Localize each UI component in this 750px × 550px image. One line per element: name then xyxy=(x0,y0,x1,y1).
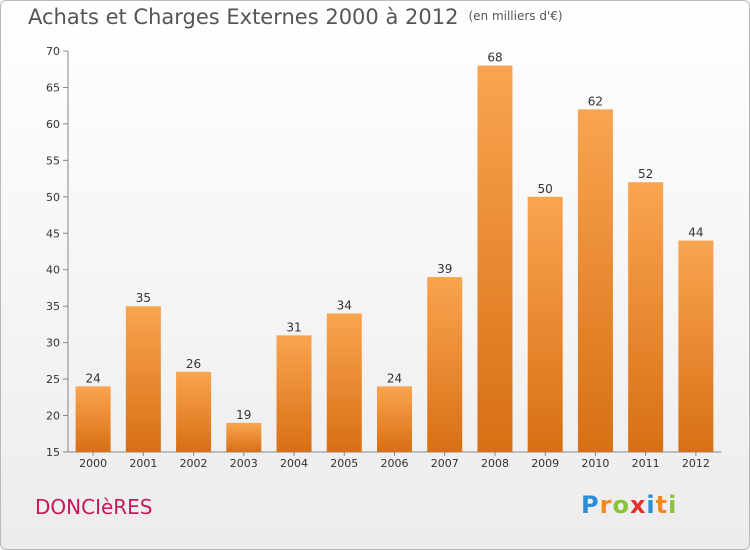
bar-2010 xyxy=(577,109,613,452)
y-tick-label: 35 xyxy=(46,300,60,313)
bar-2005 xyxy=(326,313,362,452)
data-label-2005: 34 xyxy=(337,298,352,312)
bar-2004 xyxy=(276,335,312,452)
x-tick-label-2000: 2000 xyxy=(79,457,107,470)
x-tick-label-2011: 2011 xyxy=(632,457,660,470)
bar-2012 xyxy=(678,240,714,452)
data-label-2004: 31 xyxy=(286,320,301,334)
logo-letter: r xyxy=(599,491,613,519)
data-label-2001: 35 xyxy=(136,291,151,305)
y-tick-label: 30 xyxy=(46,337,60,350)
commune-name: DONCIèRES xyxy=(35,495,153,519)
logo-letter: i xyxy=(646,491,656,519)
logo-letter: x xyxy=(629,491,647,519)
x-tick-label-2010: 2010 xyxy=(581,457,609,470)
chart-unit: (en milliers d'€) xyxy=(468,9,563,23)
x-tick-label-2006: 2006 xyxy=(381,457,409,470)
y-tick-label: 55 xyxy=(46,154,60,167)
bar-2011 xyxy=(628,182,664,452)
x-tick-label-2008: 2008 xyxy=(481,457,509,470)
chart-title: Achats et Charges Externes 2000 à 2012 (e… xyxy=(28,5,563,29)
bar-2007 xyxy=(427,277,463,452)
data-label-2012: 44 xyxy=(688,226,703,240)
data-label-2006: 24 xyxy=(387,371,402,385)
x-tick-label-2005: 2005 xyxy=(330,457,358,470)
data-label-2009: 50 xyxy=(538,182,553,196)
y-tick-label: 65 xyxy=(46,81,60,94)
y-tick-label: 20 xyxy=(46,410,60,423)
logo-letter: o xyxy=(612,491,630,519)
bar-2002 xyxy=(176,371,212,452)
bar-2000 xyxy=(75,386,111,452)
logo-letter: i xyxy=(668,491,678,519)
logo-letter: t xyxy=(655,491,669,519)
bar-2006 xyxy=(377,386,412,452)
x-tick-label-2002: 2002 xyxy=(180,457,208,470)
bar-2001 xyxy=(125,306,161,452)
x-tick-label-2007: 2007 xyxy=(431,457,459,470)
y-tick-label: 25 xyxy=(46,373,60,386)
chart-title-text: Achats et Charges Externes 2000 à 2012 xyxy=(28,5,459,29)
x-tick-label-2004: 2004 xyxy=(280,457,308,470)
y-tick-label: 40 xyxy=(46,264,60,277)
x-tick-label-2012: 2012 xyxy=(682,457,710,470)
data-label-2008: 68 xyxy=(487,51,502,65)
bar-2003 xyxy=(226,422,262,452)
data-label-2002: 26 xyxy=(186,357,201,371)
data-label-2007: 39 xyxy=(437,262,452,276)
y-tick-label: 50 xyxy=(46,191,60,204)
y-tick-label: 70 xyxy=(46,45,60,58)
x-tick-label-2003: 2003 xyxy=(230,457,258,470)
bar-2008 xyxy=(477,65,513,452)
proxiti-logo: Proxiti xyxy=(581,491,677,519)
data-label-2011: 52 xyxy=(638,167,653,181)
bar-2009 xyxy=(527,196,563,452)
x-tick-label-2001: 2001 xyxy=(129,457,157,470)
data-label-2000: 24 xyxy=(85,371,100,385)
data-label-2010: 62 xyxy=(588,94,603,108)
y-tick-label: 45 xyxy=(46,227,60,240)
y-tick-label: 60 xyxy=(46,118,60,131)
logo-letter: P xyxy=(581,491,600,519)
y-tick-label: 15 xyxy=(46,446,60,459)
data-label-2003: 19 xyxy=(236,408,251,422)
x-tick-label-2009: 2009 xyxy=(531,457,559,470)
